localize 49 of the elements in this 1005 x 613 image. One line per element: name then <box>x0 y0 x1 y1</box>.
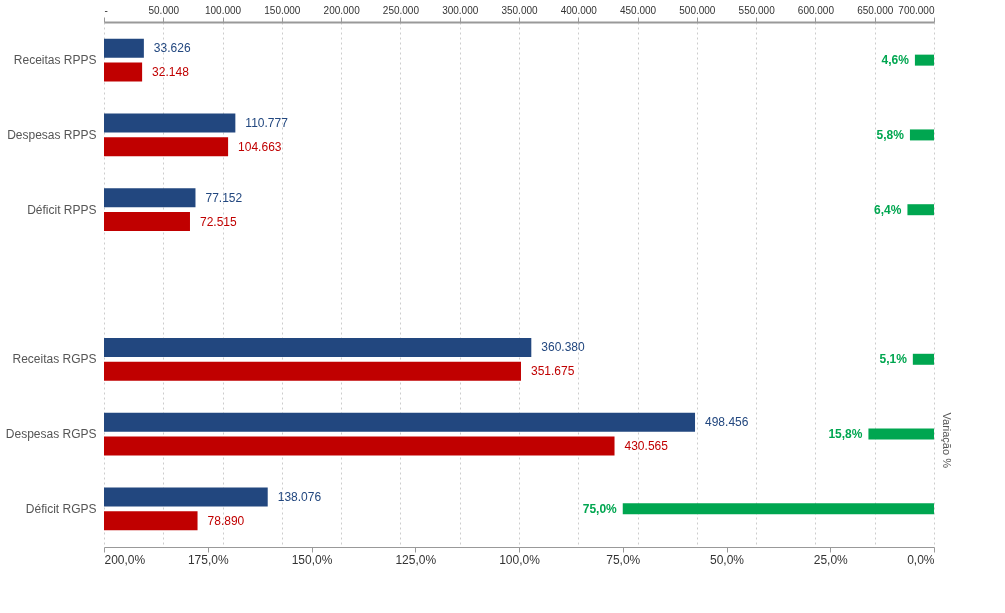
x2-tick-label: 50,0% <box>709 552 745 567</box>
data-label: 4,6% <box>881 53 910 68</box>
y-tick-label: Receitas RGPS <box>12 352 97 367</box>
x2-tick-label: 75,0% <box>606 552 641 567</box>
x2-tick-label: 0,0% <box>907 552 935 567</box>
x2-tick-label: 25,0% <box>813 552 849 567</box>
data-label: 77.152 <box>205 190 243 205</box>
x-tick-label: 50.000 <box>148 4 180 16</box>
data-label: 498.456 <box>705 415 749 430</box>
data-label: 32.148 <box>152 65 190 80</box>
x2-tick-label: 100,0% <box>499 552 541 567</box>
x2-tick-label: 150,0% <box>291 552 333 567</box>
data-label: 5,1% <box>879 352 908 367</box>
data-label: 78.890 <box>207 513 245 528</box>
y-tick-label: Receitas RPPS <box>13 53 97 68</box>
x2-tick-label: 125,0% <box>395 552 437 567</box>
x-tick-label: - <box>104 4 108 16</box>
x2-tick-label: 175,0% <box>187 552 229 567</box>
x-tick-label: 500.000 <box>679 4 716 16</box>
x-tick-label: 250.000 <box>382 4 420 16</box>
y-tick-label: Déficit RGPS <box>25 501 97 516</box>
data-label: 110.777 <box>245 116 289 131</box>
data-label: 75,0% <box>582 501 618 516</box>
data-label: 72.515 <box>199 214 238 229</box>
x-tick-label: 100.000 <box>204 4 242 16</box>
data-label: 430.565 <box>624 438 669 453</box>
x-tick-label: 200.000 <box>323 4 361 16</box>
data-label: 33.626 <box>153 41 191 56</box>
data-label: 6,4% <box>874 202 902 217</box>
x-tick-label: 450.000 <box>619 4 657 16</box>
x-tick-label: 600.000 <box>797 4 835 16</box>
y-tick-label: Despesas RPPS <box>7 127 97 142</box>
data-label: 351.675 <box>530 364 575 379</box>
x-tick-label: 700.000 <box>898 4 935 16</box>
x-tick-label: 300.000 <box>442 4 479 16</box>
data-label: 360.380 <box>541 340 586 355</box>
y-tick-label: Despesas RGPS <box>5 427 97 442</box>
y-tick-label: Déficit RPPS <box>27 202 97 217</box>
data-label: 15,8% <box>828 427 863 442</box>
data-label: 5,8% <box>876 127 905 142</box>
x2-axis-title: Variação % <box>940 412 953 469</box>
data-label: 138.076 <box>277 489 322 504</box>
x-tick-label: 150.000 <box>264 4 301 16</box>
x-tick-label: 550.000 <box>738 4 776 16</box>
x-tick-label: 400.000 <box>560 4 598 16</box>
x-tick-label: 650.000 <box>857 4 894 16</box>
data-label: 104.663 <box>238 139 282 154</box>
x2-tick-label: 200,0% <box>104 552 146 567</box>
x-tick-label: 350.000 <box>501 4 539 16</box>
